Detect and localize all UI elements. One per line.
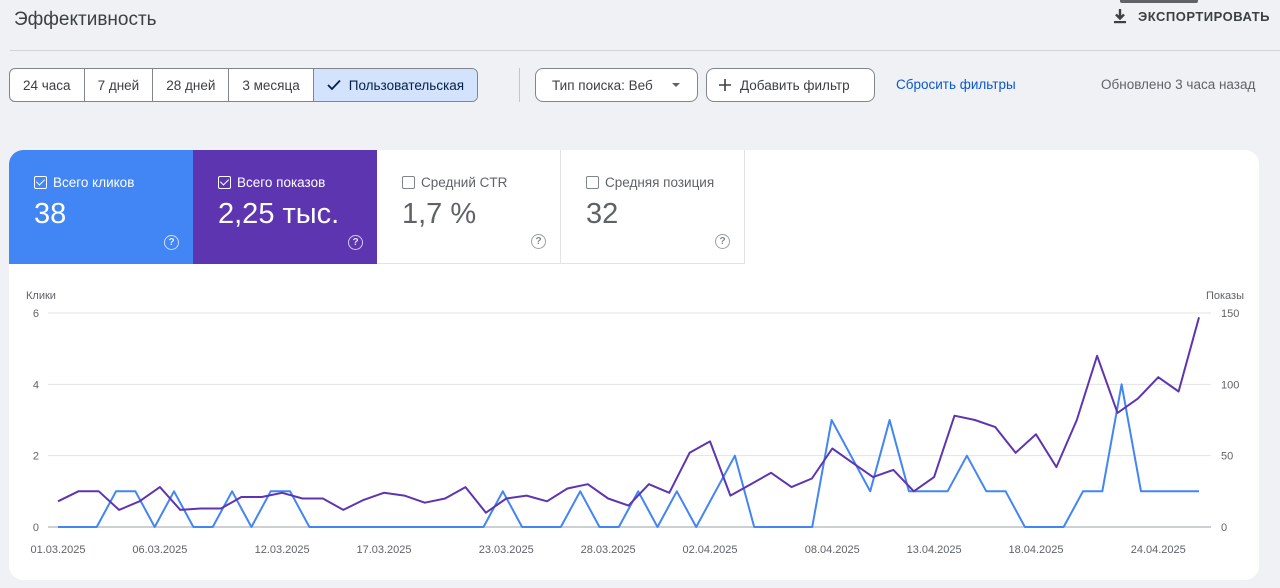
left-tick-label: 2 <box>33 451 39 463</box>
left-tick-label: 4 <box>33 379 39 391</box>
search-type-label: Тип поиска: Веб <box>552 77 653 93</box>
add-filter-button[interactable]: Добавить фильтр <box>706 68 875 102</box>
export-label: ЭКСПОРТИРОВАТЬ <box>1137 8 1270 24</box>
x-tick-label: 17.03.2025 <box>356 544 411 556</box>
position-label: Средняя позиция <box>605 175 715 190</box>
right-tick-label: 50 <box>1221 451 1233 463</box>
left-tick-label: 0 <box>33 522 39 534</box>
clicks-label: Всего кликов <box>53 175 135 190</box>
caret-down-icon <box>672 83 680 87</box>
x-tick-label: 06.03.2025 <box>132 544 187 556</box>
page-title: Эффективность <box>14 9 157 30</box>
position-value: 32 <box>586 198 619 230</box>
impressions-checkbox[interactable] <box>218 176 231 189</box>
help-icon[interactable]: ? <box>715 234 730 249</box>
x-tick-label: 12.03.2025 <box>255 544 310 556</box>
metric-position[interactable]: Средняя позиция 32 ? <box>561 150 745 264</box>
range-7d[interactable]: 7 дней <box>85 69 154 101</box>
left-axis-title: Клики <box>26 290 56 302</box>
plus-icon <box>719 79 731 91</box>
x-tick-label: 18.04.2025 <box>1008 544 1063 556</box>
performance-chart[interactable]: 0 2 4 6 0 50 100 150 Клики Показы 01.03.2025 06.03.… <box>9 150 1259 580</box>
range-28d[interactable]: 28 дней <box>153 69 230 101</box>
metric-clicks[interactable]: Всего кликов 38 ? <box>9 150 193 264</box>
right-tick-label: 0 <box>1221 522 1227 534</box>
download-icon <box>1113 9 1126 24</box>
x-tick-label: 01.03.2025 <box>30 544 85 556</box>
right-tick-label: 150 <box>1221 308 1239 320</box>
help-icon[interactable]: ? <box>164 235 179 250</box>
date-range-selector: 24 часа 7 дней 28 дней 3 месяца Пользова… <box>9 68 479 102</box>
ctr-value: 1,7 % <box>402 198 477 230</box>
range-24h[interactable]: 24 часа <box>10 69 85 101</box>
last-updated-text: Обновлено 3 часа назад <box>1101 77 1256 92</box>
reset-filters-link[interactable]: Сбросить фильтры <box>896 77 1016 92</box>
right-tick-label: 100 <box>1221 379 1239 391</box>
search-type-dropdown[interactable]: Тип поиска: Веб <box>535 68 698 102</box>
right-axis-title: Показы <box>1206 290 1244 302</box>
range-custom[interactable]: Пользовательская <box>313 69 478 101</box>
series-line-clicks <box>58 383 1199 528</box>
ctr-checkbox[interactable] <box>402 176 415 189</box>
metric-impressions[interactable]: Всего показов 2,25 тыс. ? <box>193 150 377 264</box>
left-tick-label: 6 <box>33 308 39 320</box>
position-checkbox[interactable] <box>586 176 599 189</box>
impressions-value: 2,25 тыс. <box>218 198 340 230</box>
add-filter-label: Добавить фильтр <box>740 77 850 93</box>
x-tick-label: 23.03.2025 <box>479 544 534 556</box>
checkmark-icon <box>327 79 341 91</box>
export-tab-notch <box>1120 0 1198 3</box>
x-tick-label: 02.04.2025 <box>682 544 737 556</box>
export-button[interactable]: ЭКСПОРТИРОВАТЬ <box>1112 8 1270 24</box>
clicks-checkbox[interactable] <box>34 176 47 189</box>
x-tick-label: 13.04.2025 <box>907 544 962 556</box>
performance-card: Всего кликов 38 ? Всего показов 2,25 тыс… <box>9 150 1259 580</box>
series-line-impressions <box>57 317 1200 514</box>
help-icon[interactable]: ? <box>531 234 546 249</box>
x-tick-label: 24.04.2025 <box>1131 544 1186 556</box>
clicks-value: 38 <box>34 198 67 230</box>
x-tick-label: 28.03.2025 <box>581 544 636 556</box>
ctr-label: Средний CTR <box>421 175 508 190</box>
x-tick-label: 08.04.2025 <box>805 544 860 556</box>
range-3m[interactable]: 3 месяца <box>229 69 314 101</box>
header-divider <box>10 50 1280 51</box>
metric-ctr[interactable]: Средний CTR 1,7 % ? <box>377 150 561 264</box>
help-icon[interactable]: ? <box>348 235 363 250</box>
toolbar-divider <box>519 68 520 102</box>
impressions-label: Всего показов <box>237 175 326 190</box>
